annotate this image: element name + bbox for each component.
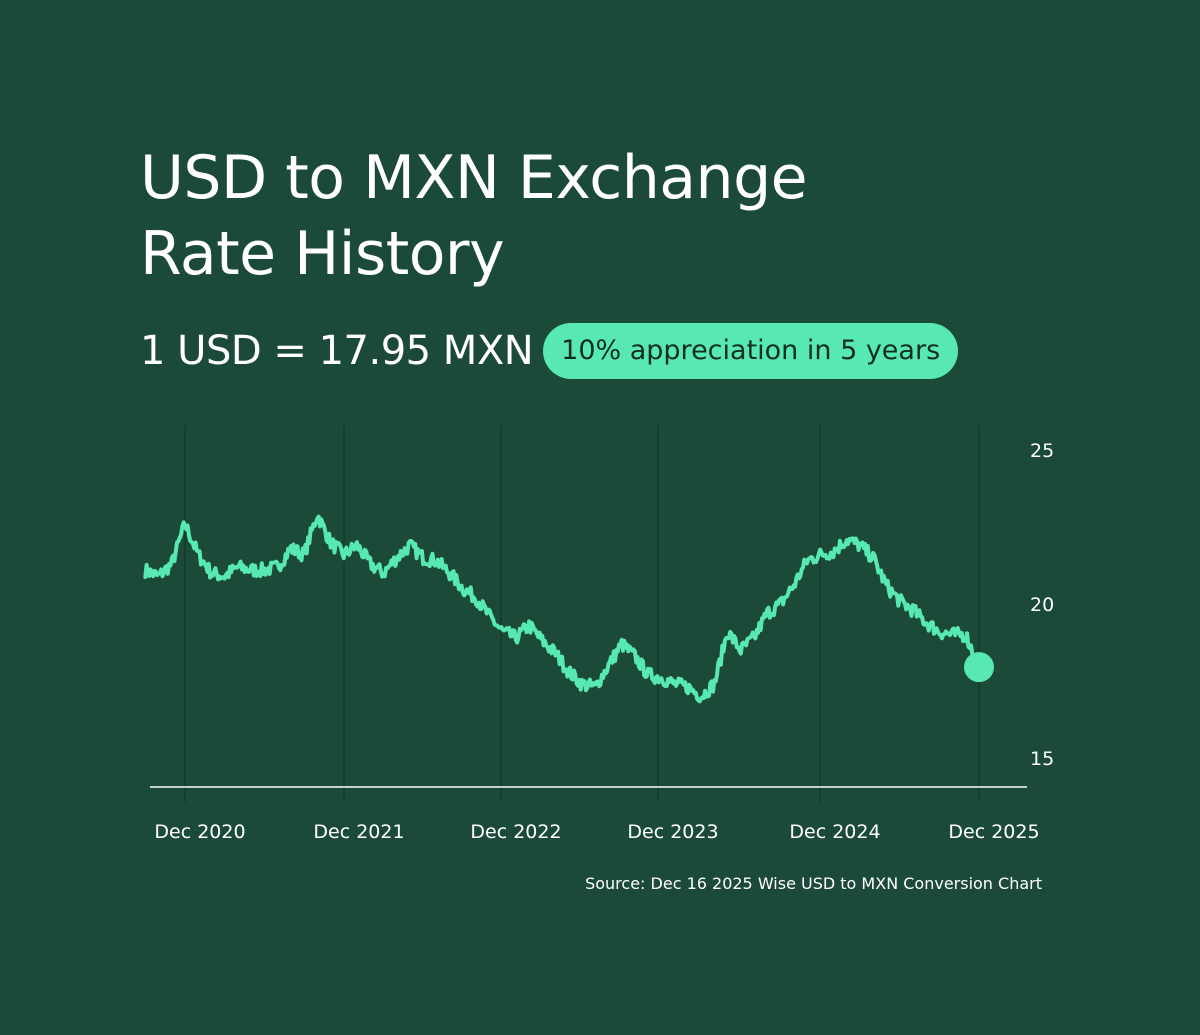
- title-line-1: USD to MXN Exchange: [140, 143, 808, 213]
- y-tick-label: 25: [1030, 440, 1054, 462]
- y-tick-label: 20: [1030, 594, 1054, 616]
- source-note: Source: Dec 16 2025 Wise USD to MXN Conv…: [585, 874, 1042, 893]
- y-tick-label: 15: [1030, 748, 1054, 770]
- x-tick-label: Dec 2020: [154, 821, 245, 843]
- series-line: [143, 514, 981, 704]
- title-line-2: Rate History: [140, 219, 505, 289]
- current-rate: 1 USD = 17.95 MXN: [140, 328, 534, 374]
- appreciation-badge: 10% appreciation in 5 years: [543, 323, 959, 379]
- x-tick-label: Dec 2021: [313, 821, 404, 843]
- x-tick-label: Dec 2024: [789, 821, 880, 843]
- rate-row: 1 USD = 17.95 MXN 10% appreciation in 5 …: [140, 322, 959, 380]
- page-title: USD to MXN Exchange Rate History: [140, 140, 808, 292]
- x-tick-label: Dec 2023: [627, 821, 718, 843]
- x-tick-label: Dec 2025: [948, 821, 1039, 843]
- x-tick-label: Dec 2022: [470, 821, 561, 843]
- latest-value-marker: [964, 652, 994, 683]
